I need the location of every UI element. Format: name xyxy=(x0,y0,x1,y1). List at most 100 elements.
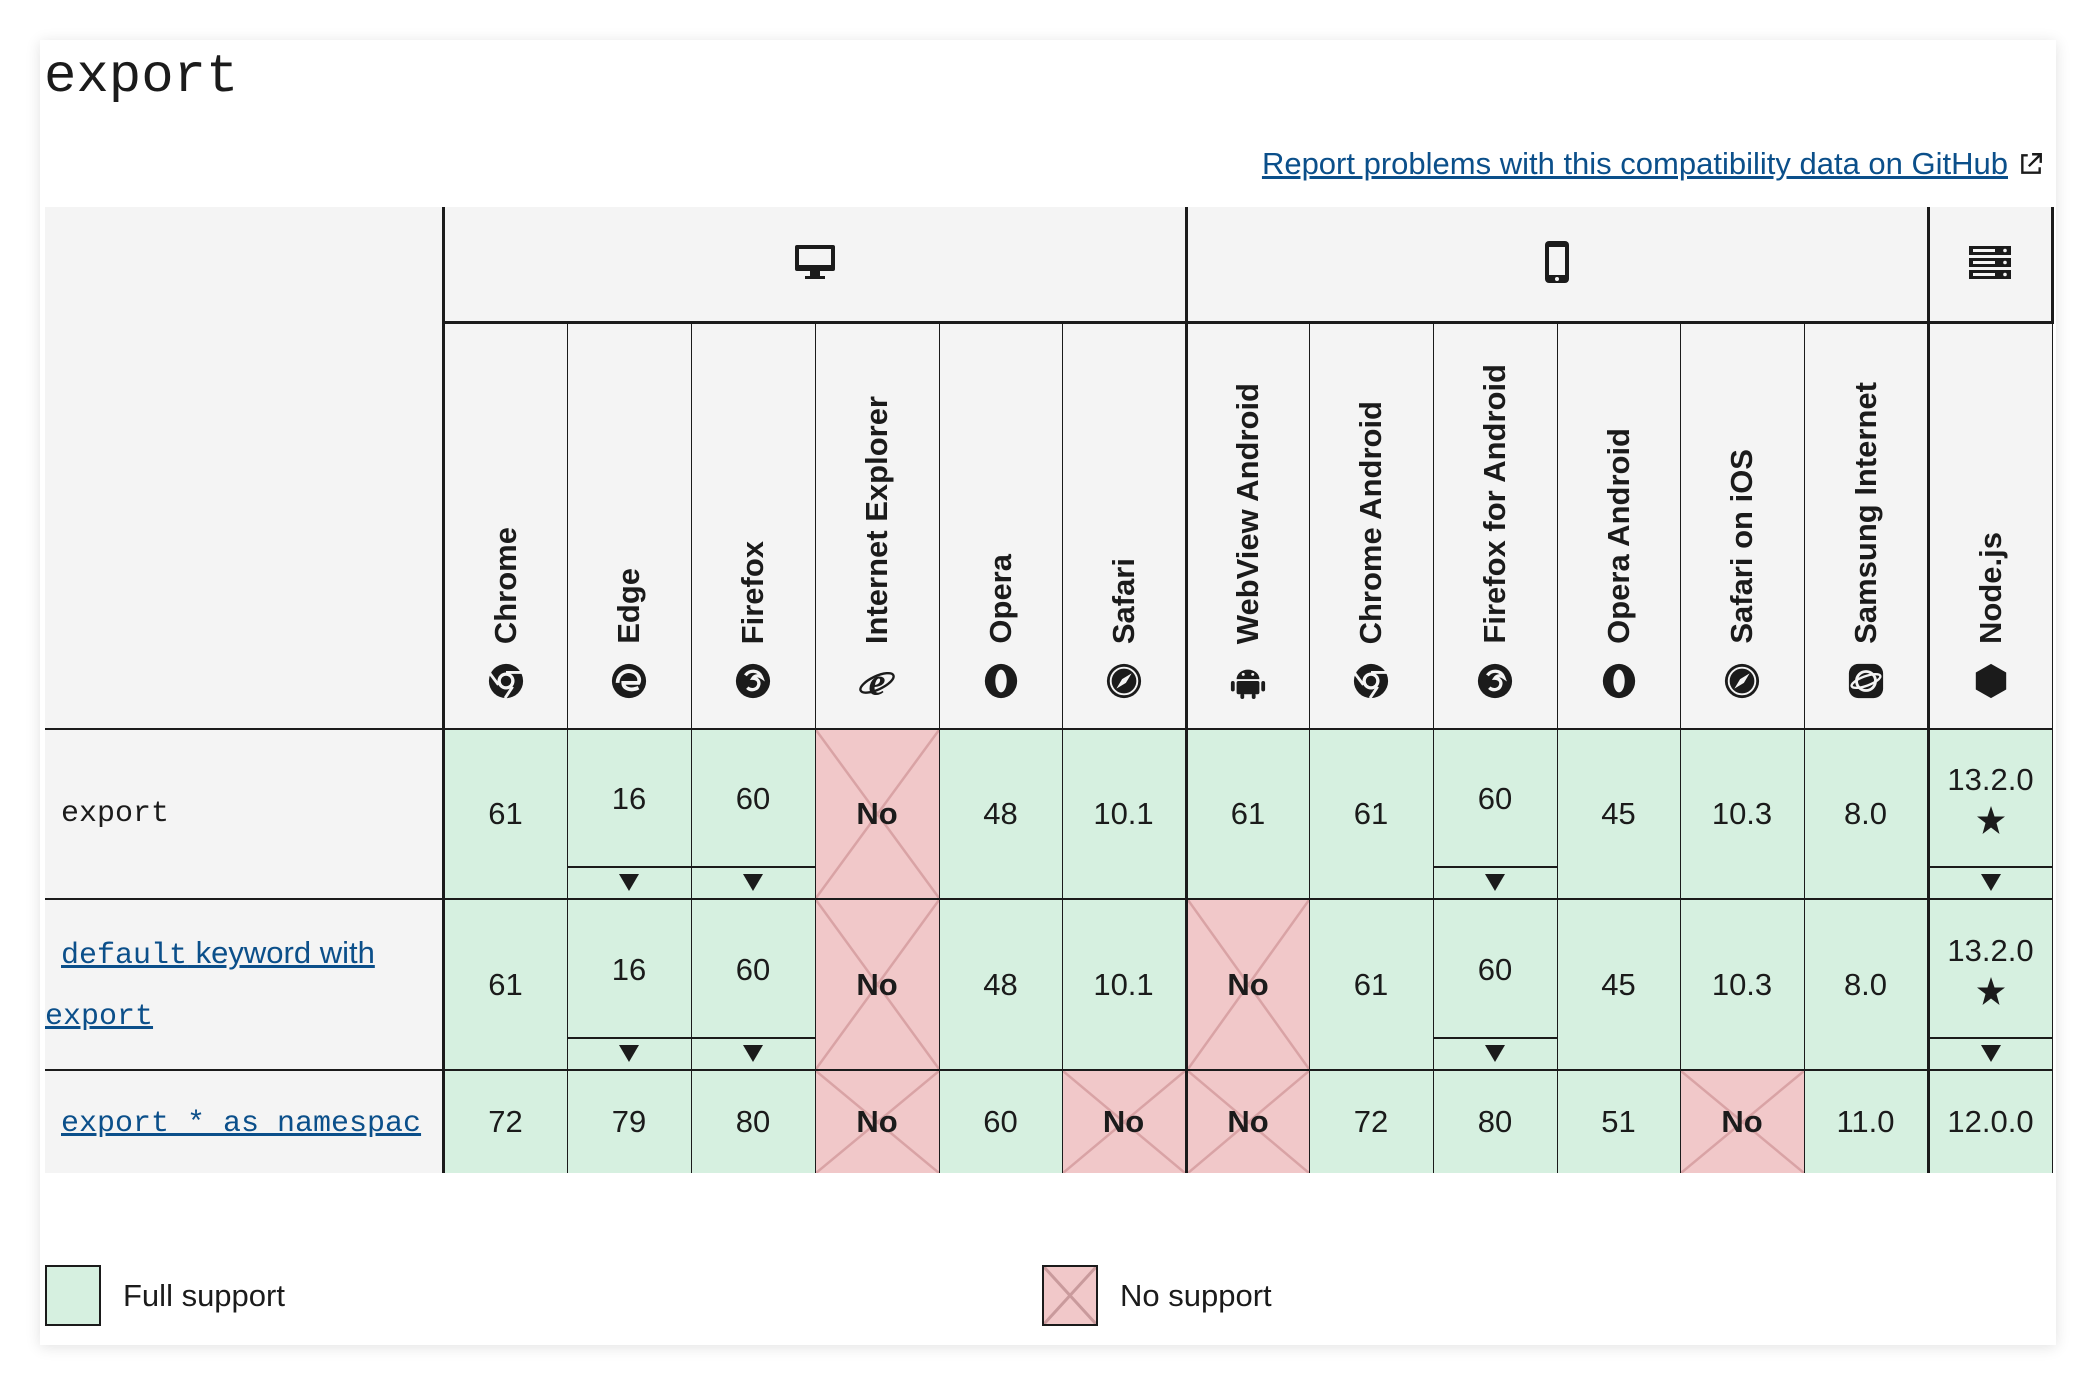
no-support-swatch xyxy=(1042,1265,1098,1326)
support-cell-full: 48 xyxy=(938,728,1063,899)
expand-toggle[interactable] xyxy=(1433,866,1557,898)
expand-toggle[interactable] xyxy=(567,1037,691,1069)
support-cell-full[interactable]: 16 xyxy=(566,728,692,899)
platform-desktop xyxy=(441,207,1186,324)
version-value: No xyxy=(856,796,898,831)
support-cell-none: No xyxy=(814,728,940,899)
feature-code: export xyxy=(61,797,170,831)
support-cell-full[interactable]: 13.2.0 xyxy=(1926,898,2053,1070)
version-value: No xyxy=(1102,1104,1145,1139)
version-value: 51 xyxy=(1601,1104,1636,1139)
support-cell-full: 61 xyxy=(1184,728,1310,899)
version-value: 80 xyxy=(735,1104,771,1139)
version-value: No xyxy=(1227,1104,1269,1139)
internet-explorer-icon: e xyxy=(859,662,895,700)
version-value: 16 xyxy=(611,781,647,816)
support-cell-full[interactable]: 60 xyxy=(690,728,816,899)
support-cell-full: 80 xyxy=(690,1069,816,1173)
version-value: No xyxy=(1227,966,1269,1002)
support-cell-full: 61 xyxy=(441,728,568,899)
desktop-icon xyxy=(794,244,835,279)
expand-toggle[interactable] xyxy=(691,866,815,898)
browser-header-internet-explorer: Internet Explorer e xyxy=(814,322,940,729)
version-value: 12.0.0 xyxy=(1947,1104,2034,1139)
triangle-down-icon xyxy=(619,874,639,891)
version-value: 60 xyxy=(735,781,771,816)
mobile-icon xyxy=(1545,240,1569,283)
version-value: 8.0 xyxy=(1843,966,1888,1002)
feature-name[interactable]: default keyword with export xyxy=(45,898,443,1070)
opera-icon xyxy=(984,663,1017,699)
full-support-swatch xyxy=(45,1265,101,1326)
support-cell-none: No xyxy=(1184,1069,1310,1173)
feature-link-export-namespace[interactable]: export * as namespac xyxy=(61,1092,442,1153)
no-support-cross xyxy=(815,900,939,1069)
browser-header-safari: Safari xyxy=(1061,322,1187,729)
feature-row: default keyword with export 61 16 60 No 48 10.… xyxy=(45,898,2053,1070)
support-cell-full[interactable]: 60 xyxy=(690,898,816,1070)
browser-header-node-js: Node.js xyxy=(1926,322,2053,729)
feature-code: export * as namespac xyxy=(61,1106,422,1141)
browser-name: Opera Android xyxy=(1600,428,1636,644)
support-cell-full[interactable]: 60 xyxy=(1432,898,1558,1070)
version-value: 8.0 xyxy=(1843,796,1888,831)
report-problems-link[interactable]: Report problems with this compatibility … xyxy=(1262,146,2044,182)
support-cell-full: 80 xyxy=(1432,1069,1558,1173)
platform-server xyxy=(1926,207,2054,324)
opera-icon xyxy=(1602,663,1635,699)
support-cell-full: 45 xyxy=(1556,898,1681,1070)
support-cell-full: 10.3 xyxy=(1679,728,1805,899)
support-cell-full: 72 xyxy=(441,1069,568,1173)
version-value: 10.3 xyxy=(1711,966,1773,1002)
expand-toggle[interactable] xyxy=(567,866,691,898)
version-value: 61 xyxy=(488,966,523,1002)
browser-header-chrome-android: Chrome Android xyxy=(1308,322,1434,729)
version-value: 10.1 xyxy=(1093,966,1154,1002)
no-support-cross xyxy=(1062,1071,1185,1173)
expand-toggle[interactable] xyxy=(1929,1037,2052,1069)
chrome-icon xyxy=(488,663,523,699)
version-value: 13.2.0 xyxy=(1947,762,2034,797)
feature-link-default-keyword[interactable]: default keyword with export xyxy=(45,935,375,1034)
browser-name: Samsung Internet xyxy=(1847,382,1883,644)
version-value: 10.3 xyxy=(1711,796,1773,831)
expand-toggle[interactable] xyxy=(691,1037,815,1069)
version-value: 45 xyxy=(1601,966,1636,1002)
expand-toggle[interactable] xyxy=(1929,866,2052,898)
no-support-cross xyxy=(815,1071,939,1173)
browser-row: Chrome Edge Firefox Internet Explorer e Opera… xyxy=(45,322,2053,729)
support-cell-full: 72 xyxy=(1308,1069,1434,1173)
safari-icon xyxy=(1724,663,1760,699)
version-value: 61 xyxy=(488,796,523,831)
browser-header-webview-android: WebView Android xyxy=(1184,322,1310,729)
feature-name[interactable]: export * as namespac xyxy=(45,1069,443,1173)
version-value: No xyxy=(856,1104,898,1139)
svg-text:e: e xyxy=(869,662,886,700)
version-value: 72 xyxy=(1353,1104,1389,1139)
triangle-down-icon xyxy=(743,874,763,891)
no-support-cross xyxy=(1680,1071,1804,1173)
support-cell-full: 12.0.0 xyxy=(1926,1069,2053,1173)
support-cell-none: No xyxy=(1184,898,1310,1070)
browser-header-edge: Edge xyxy=(566,322,692,729)
support-cell-full: 79 xyxy=(566,1069,692,1173)
support-cell-full[interactable]: 13.2.0 xyxy=(1926,728,2053,899)
version-value: 45 xyxy=(1601,796,1636,831)
support-cell-full[interactable]: 60 xyxy=(1432,728,1558,899)
expand-toggle[interactable] xyxy=(1433,1037,1557,1069)
support-cell-none: No xyxy=(1061,1069,1187,1173)
browser-name: Firefox for Android xyxy=(1477,364,1512,644)
nodejs-icon xyxy=(1975,663,2006,699)
no-support-cross xyxy=(815,730,939,898)
version-value: No xyxy=(1721,1104,1763,1139)
browser-name: Safari xyxy=(1105,557,1141,644)
browser-name: Firefox xyxy=(735,540,770,644)
browser-header-safari-on-ios: Safari on iOS xyxy=(1679,322,1805,729)
version-value: No xyxy=(856,966,898,1002)
version-value: 60 xyxy=(735,951,771,987)
browser-header-opera-android: Opera Android xyxy=(1556,322,1681,729)
feature-row: export * as namespac 72 79 80 No 60 No No 72 80 51… xyxy=(45,1069,2053,1173)
support-cell-full: 48 xyxy=(938,898,1063,1070)
browser-name: Safari on iOS xyxy=(1724,449,1759,644)
support-cell-full[interactable]: 16 xyxy=(566,898,692,1070)
